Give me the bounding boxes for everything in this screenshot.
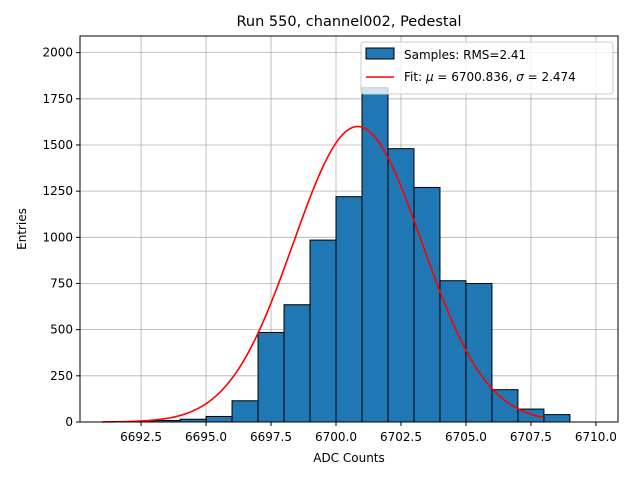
x-tick-label: 6692.5 <box>120 430 162 444</box>
chart-title: Run 550, channel002, Pedestal <box>236 14 461 30</box>
histogram-bar <box>309 239 337 423</box>
y-tick-label: 500 <box>50 323 73 337</box>
y-axis-label: Entries <box>15 208 29 250</box>
x-tick-label: 6702.5 <box>380 430 422 444</box>
histogram-bar <box>283 304 311 423</box>
y-tick-label: 1500 <box>42 138 73 152</box>
y-axis-ticks: 0 250 500 750 1000 1250 1500 1750 2000 <box>42 46 80 429</box>
legend: Samples: RMS=2.41 Fit: μ = 6700.836, σ =… <box>360 41 614 95</box>
x-tick-label: 6707.5 <box>510 430 552 444</box>
histogram-bar <box>257 331 285 423</box>
x-tick-label: 6700.0 <box>315 430 357 444</box>
x-axis-label: ADC Counts <box>313 451 385 465</box>
x-tick-label: 6695.0 <box>185 430 227 444</box>
histogram-bar <box>387 148 415 423</box>
x-tick-label: 6710.0 <box>575 430 617 444</box>
histogram-bar <box>335 196 363 423</box>
y-tick-label: 2000 <box>42 46 73 60</box>
y-tick-label: 1750 <box>42 92 73 106</box>
x-tick-label: 6705.0 <box>445 430 487 444</box>
x-tick-label: 6697.5 <box>250 430 292 444</box>
fit-curve <box>102 125 545 423</box>
histogram-bar <box>413 186 441 423</box>
y-tick-label: 1250 <box>42 184 73 198</box>
histogram-bar <box>465 282 493 423</box>
fit-curve-layer <box>102 125 545 423</box>
histogram-bar <box>205 415 233 423</box>
legend-samples-swatch <box>365 47 395 60</box>
histogram-bars <box>127 87 571 423</box>
legend-samples-label: Samples: RMS=2.41 <box>404 48 526 62</box>
y-tick-label: 250 <box>50 369 73 383</box>
y-tick-label: 0 <box>65 415 73 429</box>
histogram-bar <box>543 414 571 423</box>
y-tick-label: 1000 <box>42 230 73 244</box>
legend-fit-label: Fit: μ = 6700.836, σ = 2.474 <box>404 70 576 84</box>
y-tick-label: 750 <box>50 276 73 290</box>
x-axis-ticks: 6692.5 6695.0 6697.5 6700.0 6702.5 6705.0 6707… <box>120 422 617 444</box>
plot-frame <box>79 35 619 423</box>
histogram-bar <box>231 400 259 423</box>
legend-box <box>360 41 614 95</box>
